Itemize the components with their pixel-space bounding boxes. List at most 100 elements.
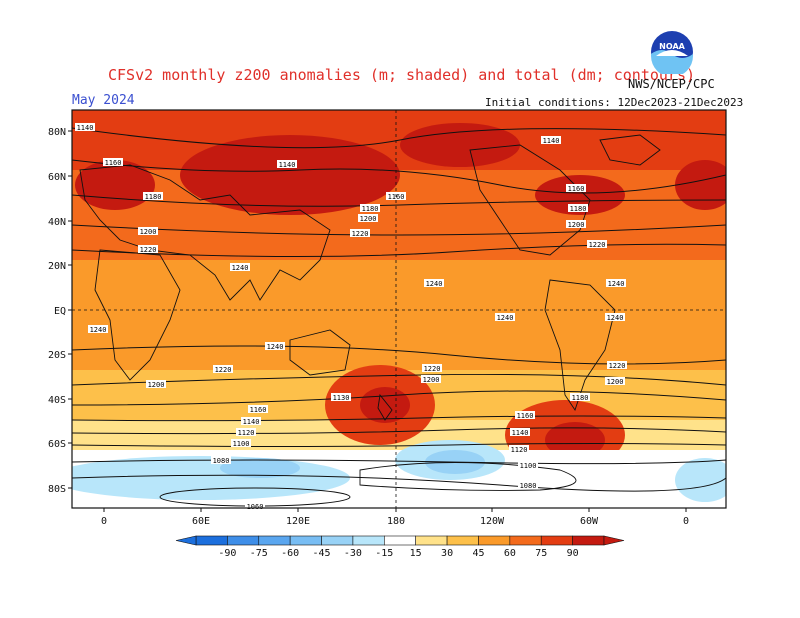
svg-text:1180: 1180 (570, 205, 587, 213)
svg-text:1140: 1140 (243, 418, 260, 426)
svg-text:1240: 1240 (426, 280, 443, 288)
contour-label: 1240 (606, 279, 626, 288)
colorbar-swatch (321, 535, 354, 546)
chart-title: CFSv2 monthly z200 anomalies (m; shaded)… (108, 66, 695, 84)
colorbar: -90 -75 -60 -45 -30 -15 15 30 45 60 75 90 (175, 535, 625, 559)
lat-label: EQ (54, 306, 66, 317)
contour-label: 1240 (424, 279, 444, 288)
contour-label: 1200 (138, 227, 158, 236)
contour-label: 1200 (146, 380, 166, 389)
colorbar-tick-label: -30 (344, 548, 362, 559)
colorbar-tick-label: -15 (375, 548, 393, 559)
svg-text:1240: 1240 (497, 314, 514, 322)
contour-label: 1080 (211, 456, 231, 465)
colorbar-swatch (415, 535, 448, 546)
colorbar-right-arrow (603, 535, 625, 546)
colorbar-swatch (509, 535, 542, 546)
lat-label: 40S (48, 395, 66, 406)
colorbar-tick-label: 45 (472, 548, 484, 559)
lon-label: 60E (192, 516, 210, 527)
contour-label: 1140 (510, 428, 530, 437)
contour-label: 1220 (138, 245, 158, 254)
colorbar-tick-label: -45 (313, 548, 331, 559)
contour-label: 1140 (277, 160, 297, 169)
valid-month: May 2024 (72, 93, 135, 108)
svg-text:1200: 1200 (148, 381, 165, 389)
contour-label: 1160 (103, 158, 123, 167)
svg-text:1200: 1200 (423, 376, 440, 384)
colorbar-tick-label: 90 (567, 548, 579, 559)
contour-label: 1220 (607, 361, 627, 370)
contour-label: 1200 (566, 220, 586, 229)
contour-label: 1160 (515, 411, 535, 420)
lon-label: 180 (387, 516, 405, 527)
svg-text:1160: 1160 (568, 185, 585, 193)
contour-label: 1240 (88, 325, 108, 334)
lat-label: 20N (48, 261, 66, 272)
colorbar-swatch (478, 535, 511, 546)
svg-text:1220: 1220 (589, 241, 606, 249)
colorbar-tick-label: -60 (281, 548, 299, 559)
svg-text:1220: 1220 (609, 362, 626, 370)
svg-text:1100: 1100 (520, 462, 537, 470)
svg-text:1120: 1120 (511, 446, 528, 454)
svg-text:1220: 1220 (424, 365, 441, 373)
colorbar-tick-label: 30 (441, 548, 453, 559)
lon-label: 0 (101, 516, 107, 527)
svg-text:1160: 1160 (517, 412, 534, 420)
agency-label: NWS/NCEP/CPC (628, 77, 715, 91)
height-contours (72, 127, 726, 507)
svg-text:1130: 1130 (333, 394, 350, 402)
colorbar-left-arrow (175, 535, 197, 546)
contour-label: 1080 (518, 481, 538, 490)
contour-label: 1140 (75, 123, 95, 132)
svg-text:1100: 1100 (233, 440, 250, 448)
contour-label: 1220 (422, 364, 442, 373)
svg-text:1200: 1200 (360, 215, 377, 223)
contour-label: 1180 (568, 204, 588, 213)
svg-text:1140: 1140 (543, 137, 560, 145)
contour-label: 1200 (605, 377, 625, 386)
contour-label: 1140 (241, 417, 261, 426)
contour-label: 1240 (265, 342, 285, 351)
longitude-axis: 0 60E 120E 180 120W 60W 0 (101, 508, 689, 527)
map-frame (71, 109, 727, 509)
lat-label: 40N (48, 217, 66, 228)
svg-text:1140: 1140 (77, 124, 94, 132)
svg-text:1240: 1240 (267, 343, 284, 351)
svg-text:1200: 1200 (140, 228, 157, 236)
lat-label: 60N (48, 172, 66, 183)
latitude-axis: 80N 60N 40N 20N EQ 20S 40S 60S 80S (48, 127, 72, 495)
contour-label: 1060 (245, 502, 265, 511)
colorbar-tick-label: 60 (504, 548, 516, 559)
colorbar-swatch (540, 535, 573, 546)
coastlines (79, 134, 661, 491)
svg-text:1160: 1160 (105, 159, 122, 167)
svg-text:1180: 1180 (572, 394, 589, 402)
colorbar-swatch (289, 535, 322, 546)
lat-label: 20S (48, 350, 66, 361)
contour-label: 1200 (421, 375, 441, 384)
contour-label: 1220 (350, 229, 370, 238)
initial-conditions: Initial conditions: 12Dec2023-21Dec2023 (485, 96, 744, 109)
svg-text:1200: 1200 (568, 221, 585, 229)
svg-text:NOAA: NOAA (659, 42, 685, 51)
lat-label: 80S (48, 484, 66, 495)
lat-label: 60S (48, 439, 66, 450)
svg-text:1180: 1180 (145, 193, 162, 201)
svg-text:1240: 1240 (608, 280, 625, 288)
contour-label: 1240 (605, 313, 625, 322)
colorbar-swatch (227, 535, 260, 546)
contour-label: 1220 (213, 365, 233, 374)
graticule (72, 110, 726, 508)
contour-label: 1120 (236, 428, 256, 437)
contour-label: 1130 (331, 393, 351, 402)
contour-value-labels: 1140 1160 1140 1180 1140 1160 1160 1180 … (75, 123, 627, 511)
contour-label: 1180 (570, 393, 590, 402)
lon-label: 120W (480, 516, 505, 527)
noaa-logo-icon: NOAA (651, 31, 693, 74)
svg-text:1140: 1140 (279, 161, 296, 169)
svg-text:1220: 1220 (140, 246, 157, 254)
colorbar-swatch (195, 535, 228, 546)
colorbar-tick-label: 15 (410, 548, 422, 559)
